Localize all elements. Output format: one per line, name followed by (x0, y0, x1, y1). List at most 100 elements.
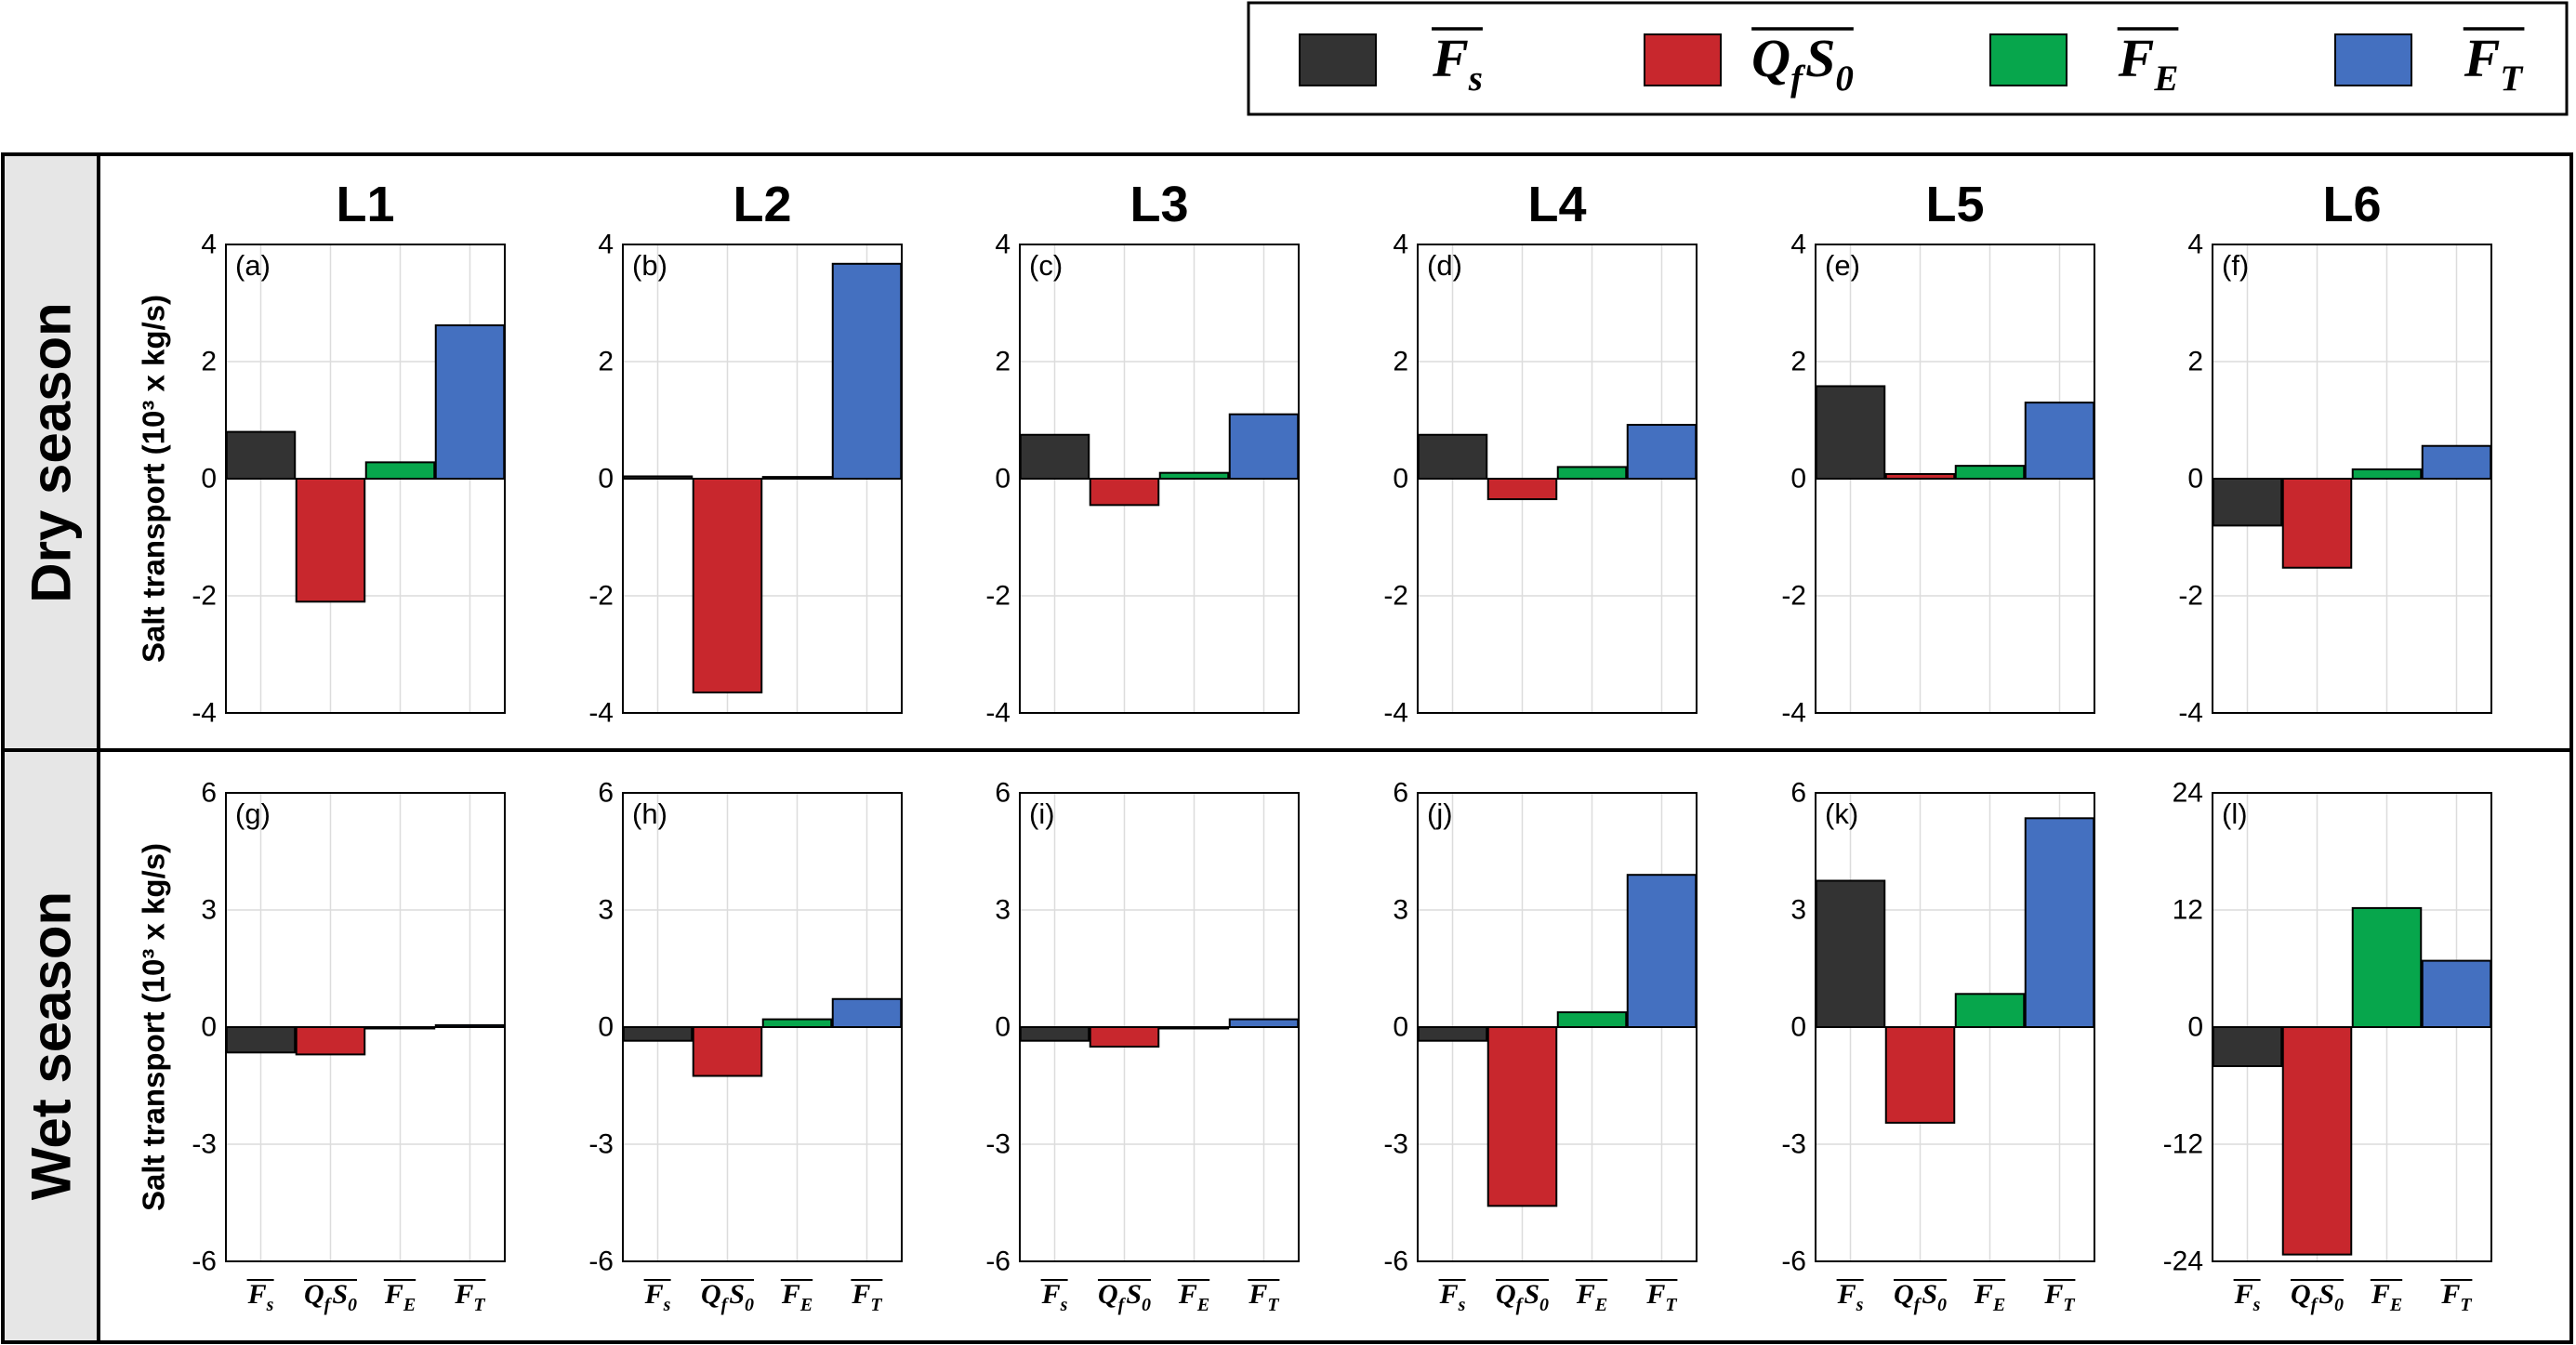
bar-QfS0 (1089, 1026, 1160, 1048)
panel-letter: (k) (1825, 798, 1858, 830)
svg-text:FE: FE (1974, 1279, 2005, 1315)
ytick-label: -2 (1781, 581, 1806, 612)
ytick-label: -3 (192, 1129, 217, 1160)
panel-letter: (l) (2222, 798, 2248, 830)
bar-FT (2024, 817, 2095, 1028)
ytick-label: -4 (985, 698, 1011, 729)
ytick-label: 2 (1790, 347, 1806, 377)
xtick-label: Fs (246, 1279, 274, 1315)
axes-box (1019, 792, 1300, 1262)
ytick-label: -2 (192, 581, 217, 612)
ytick-label: 4 (1790, 230, 1806, 260)
xtick-label: FT (851, 1279, 883, 1315)
column-title: L6 (2322, 177, 2381, 232)
bar-FE (1556, 466, 1628, 480)
bar-Fs (225, 1026, 297, 1054)
ytick-label: 4 (995, 230, 1011, 260)
panel-letter: (g) (235, 798, 271, 830)
bar-FT (1228, 413, 1300, 481)
legend: Fs QfS0 FE FT (1247, 1, 2569, 116)
svg-text:FT: FT (1248, 1279, 1279, 1315)
panel-k: -6 -3 0 3 6 (k) Fs QfS0 FE FT (1781, 778, 2095, 1315)
svg-text:QfS0: QfS0 (2291, 1279, 2344, 1315)
axes-box (1417, 244, 1698, 714)
bar-QfS0 (1884, 472, 1956, 480)
panel-d: -4 -2 0 2 4 (d) L4 (1383, 177, 1698, 729)
legend-label-FT: FT (2463, 27, 2525, 99)
bar-Fs (1815, 385, 1886, 480)
bar-FT (1228, 1018, 1300, 1028)
ytick-label: 0 (598, 464, 614, 494)
ytick-label: 0 (2187, 1012, 2203, 1043)
ytick-label: 6 (1790, 778, 1806, 809)
legend-label-FE: FE (2117, 27, 2179, 99)
axes-box (2212, 244, 2492, 714)
axes-box (1019, 244, 1300, 714)
bar-FE (1954, 993, 2026, 1029)
row-header-dry-bg (5, 156, 98, 749)
bar-Fs (1815, 879, 1886, 1028)
xtick-label: Fs (1040, 1279, 1068, 1315)
panel-letter: (a) (235, 249, 271, 282)
ytick-label: 6 (1393, 778, 1408, 809)
bar-Fs (1019, 433, 1090, 480)
xtick-label: FE (1177, 1279, 1210, 1315)
xtick-label: QfS0 (700, 1279, 755, 1315)
ytick-label: 3 (1790, 895, 1806, 926)
ytick-label: 2 (2187, 347, 2203, 377)
axes-box (225, 792, 506, 1262)
svg-text:FT: FT (2440, 1279, 2472, 1315)
bar-QfS0 (1486, 478, 1558, 501)
bar-FT (1626, 424, 1698, 481)
legend-swatch-QfS0 (1644, 33, 1722, 86)
svg-text:Fs: Fs (1439, 1279, 1466, 1315)
bar-FE (2351, 468, 2423, 481)
ytick-label: 0 (995, 464, 1011, 494)
svg-text:FE: FE (384, 1279, 416, 1315)
legend-entry-FT: FT (2334, 27, 2525, 99)
svg-text:FE: FE (2371, 1279, 2402, 1315)
xtick-label: QfS0 (2290, 1279, 2345, 1315)
ytick-label: 0 (2187, 464, 2203, 494)
xtick-label: Fs (1836, 1279, 1864, 1315)
bar-QfS0 (1884, 1026, 1956, 1124)
svg-text:Fs: Fs (644, 1279, 671, 1315)
ytick-label: -3 (1383, 1129, 1408, 1160)
row-header-wet-bg (5, 751, 98, 1340)
bar-Fs (622, 1026, 694, 1042)
legend-entry-FE: FE (1989, 27, 2179, 99)
xtick-label: FT (2043, 1279, 2076, 1315)
ytick-label: -6 (1383, 1246, 1408, 1277)
ytick-label: 3 (598, 895, 614, 926)
panel-b: -4 -2 0 2 4 (b) L2 (588, 177, 903, 729)
ytick-label: 2 (598, 347, 614, 377)
column-title: L3 (1129, 177, 1188, 232)
ytick-label: 2 (1393, 347, 1408, 377)
panel-e: -4 -2 0 2 4 (e) L5 (1781, 177, 2095, 729)
bar-FT (434, 323, 506, 480)
ytick-label: 0 (201, 464, 217, 494)
ytick-label: -12 (2163, 1129, 2203, 1160)
panel-letter: (d) (1427, 249, 1462, 282)
svg-text:FT: FT (454, 1279, 485, 1315)
axes-box (622, 792, 903, 1262)
bar-FE (761, 1018, 833, 1028)
svg-text:QfS0: QfS0 (304, 1279, 357, 1315)
svg-text:FE: FE (1576, 1279, 1607, 1315)
ytick-label: 6 (995, 778, 1011, 809)
column-title: L2 (733, 177, 791, 232)
ytick-label: 3 (201, 895, 217, 926)
bar-FT (831, 997, 903, 1029)
ytick-label: -2 (1383, 581, 1408, 612)
xtick-label: QfS0 (1893, 1279, 1948, 1315)
column-title: L1 (336, 177, 394, 232)
ytick-label: -2 (985, 581, 1011, 612)
xtick-label: Fs (2233, 1279, 2261, 1315)
panel-letter: (i) (1029, 798, 1055, 830)
panel-j: -6 -3 0 3 6 (j) Fs QfS0 FE FT (1383, 778, 1698, 1315)
bar-QfS0 (295, 478, 366, 603)
bar-QfS0 (1089, 478, 1160, 507)
ytick-label: 0 (995, 1012, 1011, 1043)
svg-text:FT: FT (851, 1279, 882, 1315)
ytick-label: -6 (985, 1246, 1011, 1277)
